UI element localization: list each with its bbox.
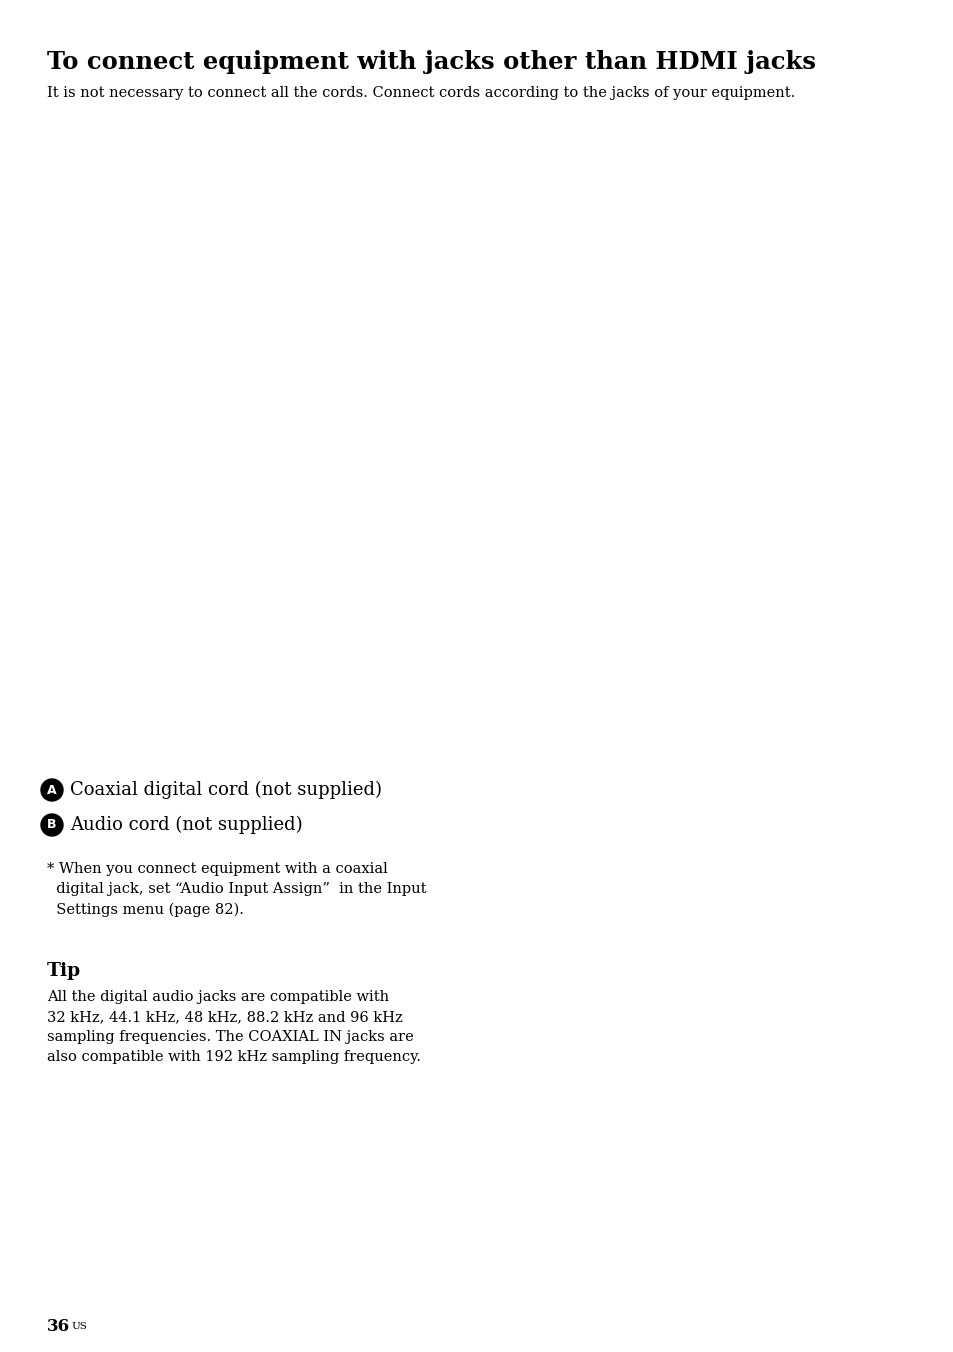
Text: * When you connect equipment with a coaxial
  digital jack, set “Audio Input Ass: * When you connect equipment with a coax… (47, 863, 426, 917)
Text: All the digital audio jacks are compatible with
32 kHz, 44.1 kHz, 48 kHz, 88.2 k: All the digital audio jacks are compatib… (47, 990, 420, 1064)
Text: B: B (48, 818, 56, 831)
Text: 36: 36 (47, 1318, 71, 1334)
Text: Tip: Tip (47, 963, 81, 980)
Text: A: A (47, 784, 57, 796)
Text: Audio cord (not supplied): Audio cord (not supplied) (70, 815, 302, 834)
Text: Coaxial digital cord (not supplied): Coaxial digital cord (not supplied) (70, 781, 381, 799)
Text: US: US (71, 1322, 87, 1330)
Text: It is not necessary to connect all the cords. Connect cords according to the jac: It is not necessary to connect all the c… (47, 87, 795, 100)
Text: To connect equipment with jacks other than HDMI jacks: To connect equipment with jacks other th… (47, 50, 815, 74)
Circle shape (41, 779, 63, 800)
Circle shape (41, 814, 63, 836)
